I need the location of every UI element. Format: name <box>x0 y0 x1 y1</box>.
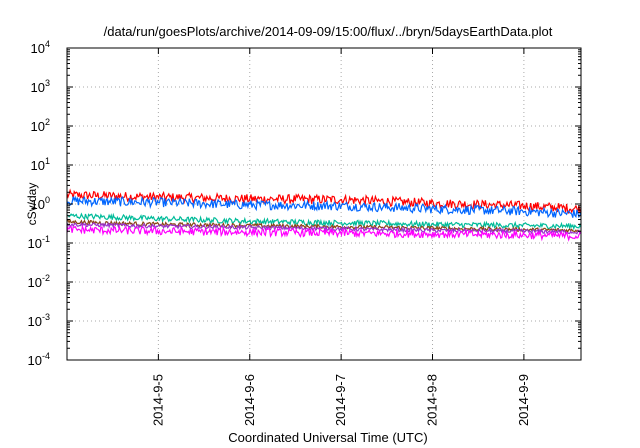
x-tick-label: 2014-9-8 <box>425 374 440 426</box>
series-line <box>66 221 582 235</box>
series-line <box>66 195 582 219</box>
y-tick-label: 102 <box>31 117 50 134</box>
y-tick-label: 10-1 <box>28 234 50 251</box>
y-tick-label: 100 <box>31 195 50 212</box>
y-tick-label: 103 <box>31 78 50 95</box>
y-tick-label: 10-4 <box>28 351 50 368</box>
series-line <box>66 224 582 242</box>
y-tick-label: 104 <box>31 39 50 56</box>
series-line <box>66 218 582 234</box>
x-tick-label: 2014-9-5 <box>150 374 165 426</box>
y-tick-label: 10-2 <box>28 273 50 290</box>
x-tick-label: 2014-9-6 <box>242 374 257 426</box>
x-axis-label: Coordinated Universal Time (UTC) <box>228 430 427 445</box>
y-ticks: 10-4 10-3 10-2 10-1 100 101 102 103 104 <box>28 39 581 368</box>
y-tick-label: 101 <box>31 156 50 173</box>
chart-title: /data/run/goesPlots/archive/2014-09-09/1… <box>104 24 553 39</box>
y-axis-label: cSv/day <box>25 183 39 226</box>
series-line <box>67 212 582 231</box>
x-ticks: 2014-9-5 2014-9-6 2014-9-7 2014-9-8 2014-9-9 <box>150 48 531 426</box>
series-line <box>66 188 582 215</box>
series-group <box>66 188 582 242</box>
x-tick-label: 2014-9-7 <box>333 374 348 426</box>
x-tick-label: 2014-9-9 <box>516 374 531 426</box>
y-tick-label: 10-3 <box>28 312 50 329</box>
